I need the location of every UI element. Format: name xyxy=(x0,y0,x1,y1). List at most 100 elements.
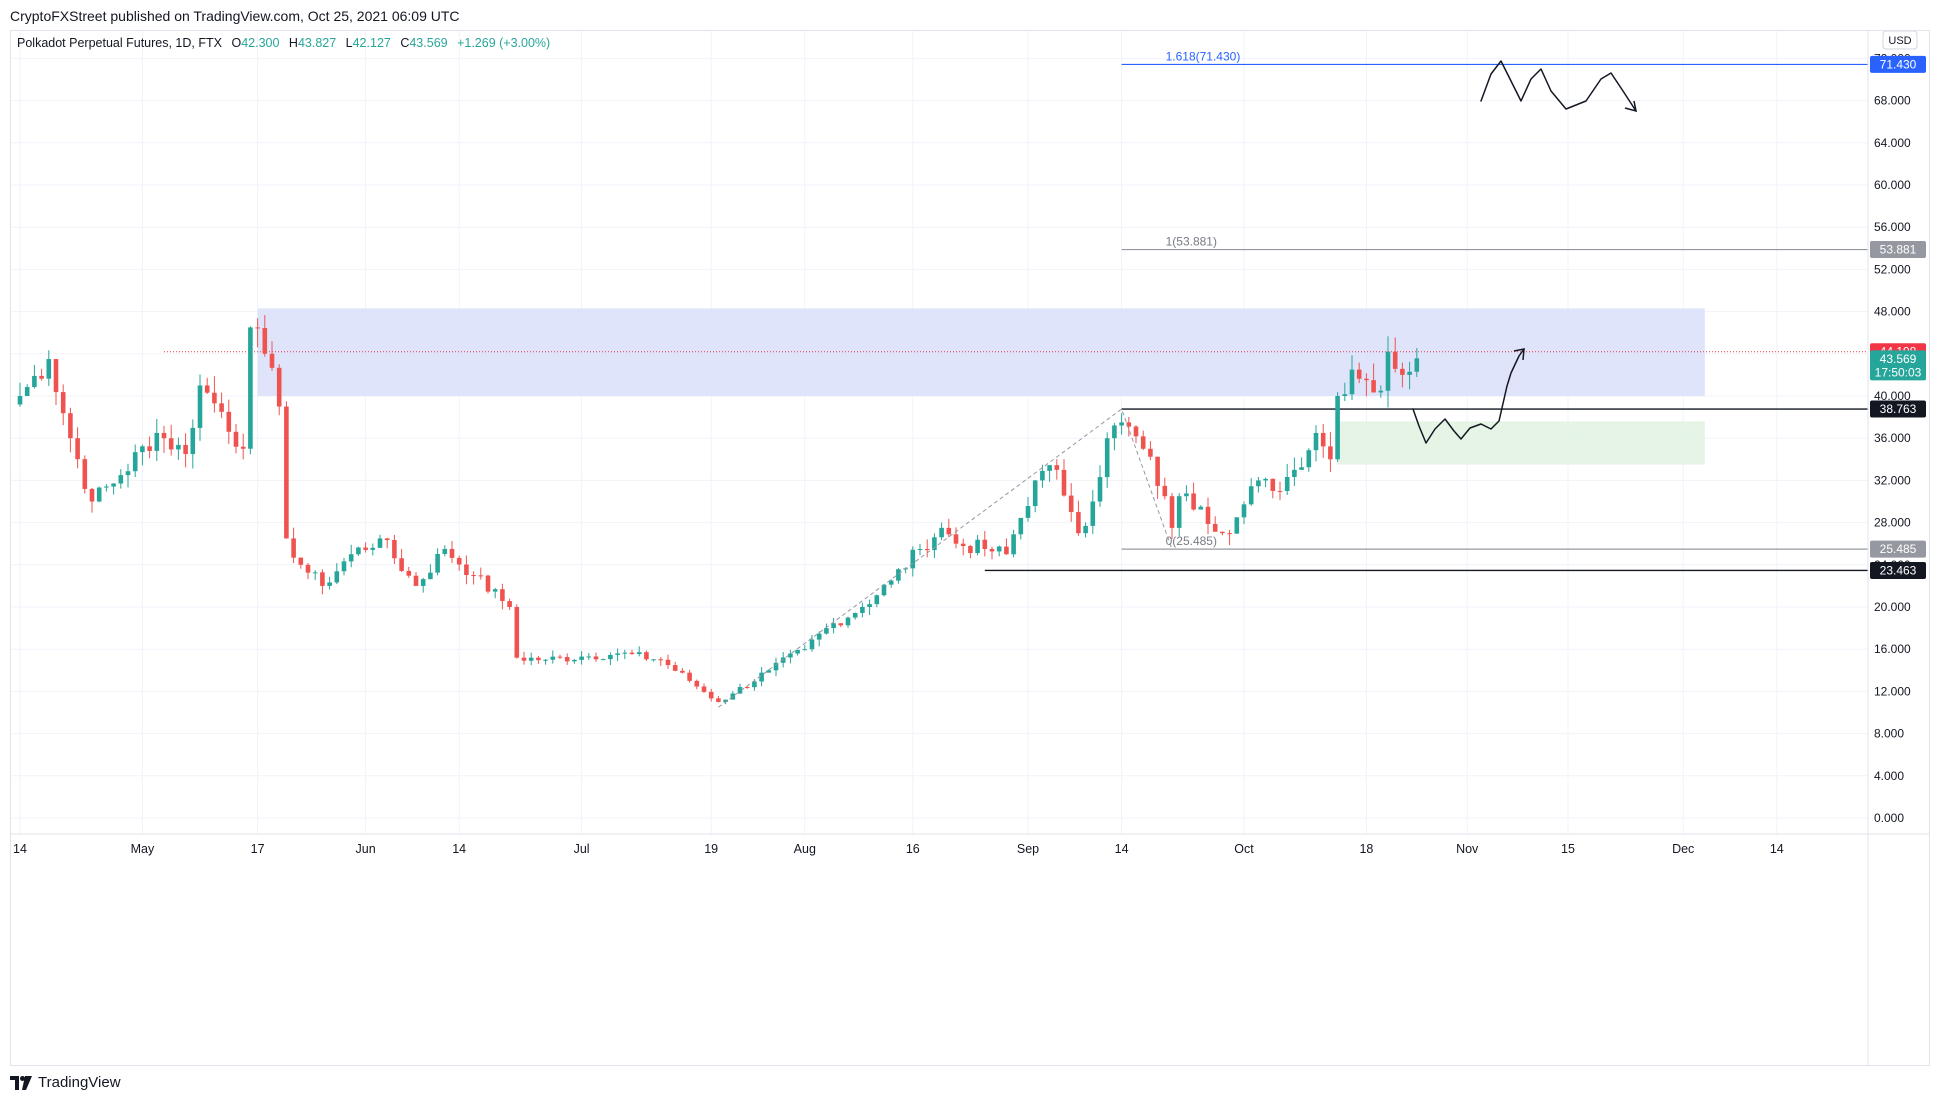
candle-body xyxy=(1054,465,1060,470)
badge-bg xyxy=(1870,400,1926,418)
candle-up xyxy=(528,652,534,666)
y-tick-label: 56.000 xyxy=(1874,220,1911,234)
candle-body xyxy=(1184,493,1189,497)
candle-up xyxy=(1119,413,1124,435)
candle-down xyxy=(744,686,750,689)
projection-wave-mid xyxy=(1412,348,1525,444)
candle-up xyxy=(824,623,829,635)
candle-down xyxy=(1133,425,1139,444)
candle-down xyxy=(147,436,152,459)
candle-body xyxy=(672,665,678,671)
candle-body xyxy=(305,564,311,573)
candle-body xyxy=(284,406,289,539)
candle-body xyxy=(1342,394,1348,396)
candle-body xyxy=(932,537,937,551)
y-tick-label: 28.000 xyxy=(1874,516,1911,530)
candle-down xyxy=(384,537,390,549)
candle-body xyxy=(1018,517,1024,535)
candle-down xyxy=(1155,456,1160,499)
candle-body xyxy=(96,487,102,502)
candle-up xyxy=(939,522,944,541)
candle-body xyxy=(1414,358,1420,372)
badge-countdown: 17:50:03 xyxy=(1875,365,1922,379)
candle-down xyxy=(212,376,217,413)
candle-up xyxy=(1198,505,1204,510)
candle-body xyxy=(1241,504,1247,518)
candle-up xyxy=(1090,490,1096,534)
support-zone xyxy=(1337,421,1705,465)
level-badge: 71.430 xyxy=(1870,55,1926,73)
candle-body xyxy=(1083,525,1088,534)
candle-body xyxy=(291,538,296,558)
candle-body xyxy=(622,652,628,654)
candle-body xyxy=(348,554,354,562)
candle-body xyxy=(1133,426,1139,437)
candle-up xyxy=(435,548,440,576)
candle-body xyxy=(226,411,232,432)
candle-down xyxy=(456,555,462,571)
candle-body xyxy=(104,486,109,488)
x-tick-label: 17 xyxy=(251,842,265,856)
candle-down xyxy=(629,649,635,655)
candle-body xyxy=(665,659,671,666)
candle-up xyxy=(341,557,347,576)
candle-body xyxy=(644,652,649,660)
candle-body xyxy=(766,670,772,673)
candle-up xyxy=(1335,392,1340,462)
candle-up xyxy=(852,612,858,620)
candle-down xyxy=(1191,482,1196,511)
candle-up xyxy=(312,570,318,580)
candle-body xyxy=(759,672,764,682)
candle-down xyxy=(536,655,541,664)
price-chart[interactable]: 1.618(71.430) 1(53.881) 0(25.485) 0.000 4.0… xyxy=(11,31,1929,1065)
candle-body xyxy=(1392,351,1398,369)
candle-up xyxy=(1083,522,1088,538)
candle-up xyxy=(111,483,116,495)
candle-body xyxy=(1220,531,1225,534)
candle-down xyxy=(701,683,707,693)
candle-body xyxy=(500,589,505,602)
x-tick-label: 14 xyxy=(1115,842,1129,856)
candle-body xyxy=(1176,496,1182,528)
badge-value: 38.763 xyxy=(1880,402,1917,416)
x-tick-label: Jun xyxy=(356,842,376,856)
candle-body xyxy=(557,656,563,658)
candle-body xyxy=(161,432,167,439)
candle-up xyxy=(1018,517,1024,540)
candle-body xyxy=(701,686,707,692)
candle-up xyxy=(348,544,354,568)
currency-tag[interactable]: USD xyxy=(1882,31,1918,50)
candle-up xyxy=(1306,448,1312,472)
candle-up xyxy=(190,419,196,469)
candle-down xyxy=(1061,459,1067,497)
y-tick-label: 8.000 xyxy=(1874,727,1904,741)
high-value: 43.827 xyxy=(298,36,336,50)
candle-down xyxy=(399,548,404,572)
close-label: C xyxy=(400,36,409,50)
publisher-line: CryptoFXStreet published on TradingView.… xyxy=(10,8,460,24)
y-tick-label: 32.000 xyxy=(1874,473,1911,487)
candle-down xyxy=(838,623,844,628)
candle-up xyxy=(809,635,815,652)
candle-body xyxy=(809,639,815,650)
candle-body xyxy=(795,649,800,654)
y-tick-label: 16.000 xyxy=(1874,642,1911,656)
candle-body xyxy=(1227,533,1232,535)
level-badge: 25.485 xyxy=(1870,540,1926,558)
candle-body xyxy=(1284,477,1290,492)
candle-body xyxy=(442,548,448,554)
x-tick-label: May xyxy=(131,842,155,856)
candle-down xyxy=(392,534,397,565)
candle-body xyxy=(456,557,462,565)
candle-body xyxy=(694,680,700,687)
candle-down xyxy=(1277,481,1283,501)
candle-body xyxy=(125,471,131,476)
candle-body xyxy=(240,446,246,449)
fib-trend-lines xyxy=(718,408,1173,708)
candle-body xyxy=(1198,506,1204,510)
candle-body xyxy=(392,540,397,559)
candle-body xyxy=(1270,478,1276,491)
candle-down xyxy=(708,688,714,702)
candle-up xyxy=(197,374,203,441)
candle-down xyxy=(305,562,311,580)
